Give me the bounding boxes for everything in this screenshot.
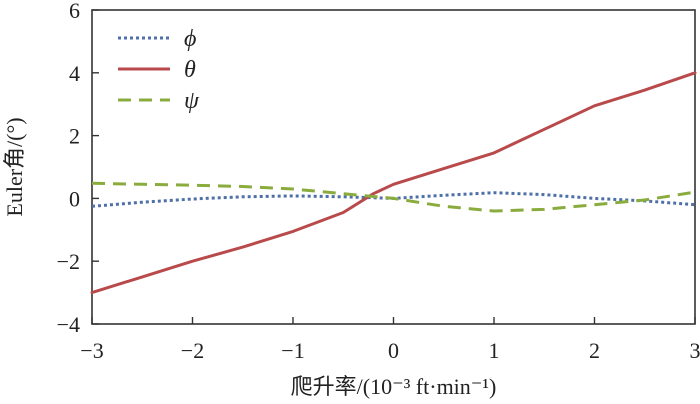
series-line-theta [90,71,697,295]
y-axis-title: Euler角/(°) [2,117,27,216]
series-group [90,71,697,295]
plot-frame [91,9,696,325]
legend-item-theta: θ [118,57,196,83]
x-tick-label: 1 [489,338,500,363]
legend: ϕθψ [118,26,200,114]
y-tick-label: −4 [57,312,80,337]
x-tick-label: −3 [80,338,103,363]
y-tick-label: −2 [57,249,80,274]
legend-label: ψ [184,88,200,114]
legend-label: θ [184,57,196,83]
x-tick-label: −1 [281,338,304,363]
x-tick-label: −2 [181,338,204,363]
legend-item-phi: ϕ [118,26,196,52]
y-tick-label: 0 [69,186,80,211]
y-tick-label: 2 [69,124,80,149]
x-tick-label: 3 [690,338,700,363]
legend-label: ϕ [184,26,196,52]
x-tick-label: 2 [589,338,600,363]
x-ticks: −3 −2 −1 0 1 2 3 [80,317,700,363]
legend-item-psi: ψ [118,88,200,114]
y-ticks: −4 −2 0 2 4 6 [57,0,99,337]
y-tick-label: 4 [69,61,80,86]
x-tick-label: 0 [388,338,399,363]
series-line-psi [91,181,696,213]
x-axis-title: 爬升率/(10⁻³ ft·min⁻¹) [291,374,497,399]
y-tick-label: 6 [69,0,80,23]
